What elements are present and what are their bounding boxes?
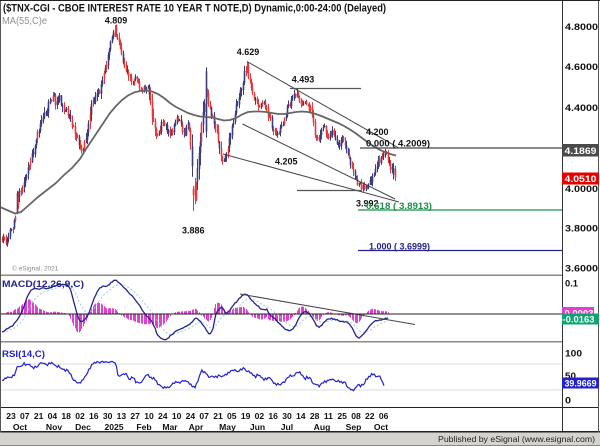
- svg-text:Jul: Jul: [281, 422, 293, 432]
- svg-text:30: 30: [103, 411, 113, 421]
- svg-text:May: May: [219, 422, 236, 432]
- svg-text:100: 100: [565, 349, 582, 359]
- svg-text:3.6000: 3.6000: [565, 264, 598, 274]
- svg-text:© eSignal, 2021: © eSignal, 2021: [12, 265, 59, 273]
- svg-text:02: 02: [255, 411, 265, 421]
- svg-text:Apr: Apr: [189, 422, 204, 432]
- svg-text:1.000 ( 3.6999): 1.000 ( 3.6999): [369, 242, 430, 252]
- svg-text:4.0510: 4.0510: [565, 174, 597, 184]
- svg-text:MA(55,C)e: MA(55,C)e: [2, 16, 48, 27]
- svg-text:Oct: Oct: [374, 422, 388, 432]
- svg-text:MACD(12,26,9,C): MACD(12,26,9,C): [2, 279, 84, 290]
- svg-text:Aug: Aug: [314, 422, 331, 432]
- svg-text:24: 24: [186, 411, 196, 421]
- svg-text:11: 11: [324, 411, 333, 421]
- svg-text:19: 19: [241, 411, 251, 421]
- svg-text:21: 21: [34, 411, 44, 421]
- svg-text:3.886: 3.886: [182, 226, 205, 236]
- svg-text:4.6000: 4.6000: [565, 62, 598, 72]
- svg-text:Nov: Nov: [46, 422, 62, 432]
- svg-text:Sep: Sep: [346, 422, 362, 432]
- svg-text:3.992: 3.992: [356, 199, 379, 209]
- svg-text:18: 18: [61, 411, 71, 421]
- svg-text:50: 50: [565, 371, 576, 381]
- svg-text:Oct: Oct: [13, 422, 27, 432]
- svg-text:4.8000: 4.8000: [565, 22, 598, 32]
- svg-text:07: 07: [199, 411, 209, 421]
- svg-text:4.205: 4.205: [275, 157, 298, 167]
- svg-text:Feb: Feb: [136, 422, 151, 432]
- svg-text:28: 28: [310, 411, 320, 421]
- svg-text:0.618 ( 3.8913): 0.618 ( 3.8913): [366, 201, 432, 211]
- svg-text:08: 08: [351, 411, 361, 421]
- svg-text:06: 06: [379, 411, 389, 421]
- svg-text:4.4000: 4.4000: [565, 103, 598, 113]
- svg-text:23: 23: [6, 411, 16, 421]
- svg-text:16: 16: [89, 411, 99, 421]
- svg-text:-0.0163: -0.0163: [563, 315, 595, 325]
- svg-text:24: 24: [158, 411, 168, 421]
- svg-text:3.8000: 3.8000: [565, 224, 598, 234]
- svg-text:Dec: Dec: [75, 422, 91, 432]
- svg-text:2025: 2025: [104, 422, 123, 432]
- svg-text:30: 30: [282, 411, 292, 421]
- svg-text:RSI(14,C): RSI(14,C): [2, 349, 45, 360]
- svg-text:05: 05: [227, 411, 237, 421]
- svg-text:07: 07: [20, 411, 30, 421]
- svg-text:21: 21: [213, 411, 223, 421]
- svg-text:4.200: 4.200: [366, 127, 389, 137]
- svg-text:($TNX-CGI - CBOE INTEREST RATE: ($TNX-CGI - CBOE INTEREST RATE 10 YEAR T…: [3, 3, 386, 15]
- svg-text:4.1869: 4.1869: [565, 146, 597, 156]
- svg-text:Published by eSignal (www.esig: Published by eSignal (www.esignal.com): [438, 434, 595, 444]
- svg-text:Mar: Mar: [162, 422, 178, 432]
- svg-text:13: 13: [117, 411, 127, 421]
- svg-text:10: 10: [172, 411, 182, 421]
- svg-text:22: 22: [365, 411, 375, 421]
- svg-text:02: 02: [75, 411, 85, 421]
- svg-text:0: 0: [565, 396, 571, 406]
- svg-text:14: 14: [296, 411, 306, 421]
- svg-text:10: 10: [144, 411, 154, 421]
- svg-text:4.493: 4.493: [292, 75, 315, 85]
- svg-text:25: 25: [337, 411, 347, 421]
- svg-text:Jun: Jun: [250, 422, 265, 432]
- svg-text:4.629: 4.629: [237, 47, 260, 57]
- svg-text:4.809: 4.809: [105, 16, 128, 26]
- svg-text:0.000 ( 4.2009): 0.000 ( 4.2009): [366, 139, 430, 149]
- svg-text:16: 16: [268, 411, 278, 421]
- svg-text:04: 04: [48, 411, 58, 421]
- svg-text:4.0000: 4.0000: [565, 184, 598, 194]
- svg-text:27: 27: [130, 411, 140, 421]
- svg-text:39.9669: 39.9669: [565, 379, 597, 389]
- svg-text:0.1: 0.1: [565, 279, 578, 289]
